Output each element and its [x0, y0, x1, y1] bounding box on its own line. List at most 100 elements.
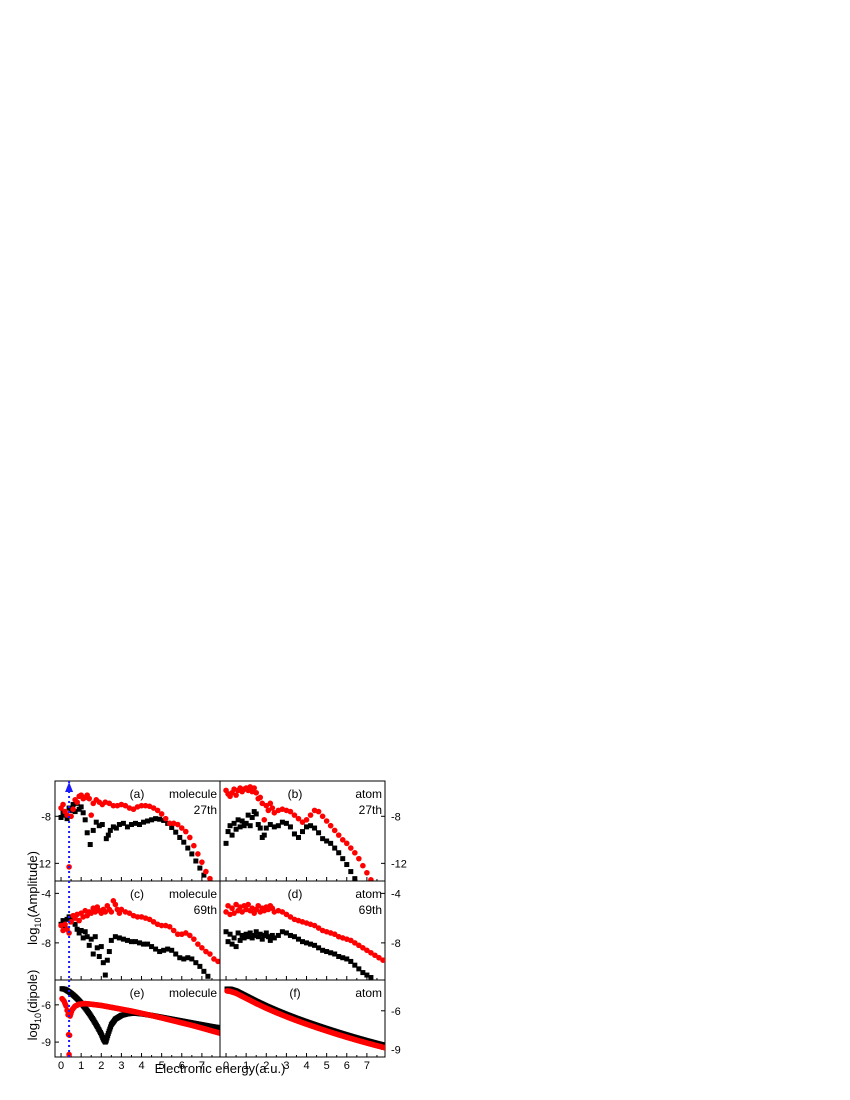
data-point — [315, 925, 322, 931]
panel-a: -8 -12 (a) molecule 27th — [35, 780, 221, 882]
panel-frame — [219, 979, 386, 1058]
data-point — [138, 802, 145, 809]
data-point — [177, 955, 183, 961]
panel-annotation: molecule — [169, 986, 217, 1000]
data-point — [174, 931, 181, 938]
x-tick-label: 6 — [344, 1060, 350, 1072]
data-point — [185, 955, 191, 961]
data-point — [157, 949, 163, 955]
data-point — [295, 936, 301, 942]
data-point — [178, 825, 185, 831]
data-point — [332, 951, 338, 957]
data-point — [251, 785, 258, 791]
series-black — [223, 929, 374, 980]
data-point — [116, 935, 122, 941]
panel-annotation: 69th — [194, 903, 217, 917]
data-point — [203, 948, 209, 955]
data-point — [275, 932, 281, 938]
data-point — [328, 950, 334, 956]
series-black — [58, 800, 207, 878]
data-point — [207, 951, 213, 957]
data-point — [201, 968, 207, 974]
y-tick-label: -12 — [391, 858, 407, 870]
data-point — [223, 909, 229, 915]
data-point — [279, 819, 285, 825]
x-tick-label: 2 — [263, 1060, 269, 1072]
data-point — [279, 929, 285, 935]
data-point — [324, 949, 330, 955]
panel-annotation: molecule — [169, 887, 217, 901]
series-red — [59, 995, 220, 1057]
x-tick-label: 3 — [283, 1060, 289, 1072]
data-point — [154, 807, 161, 814]
data-point — [70, 806, 76, 813]
data-point — [197, 865, 203, 871]
plot-area — [58, 898, 220, 979]
data-point — [189, 851, 195, 857]
data-point — [124, 824, 130, 830]
data-point — [68, 919, 74, 925]
data-point — [327, 822, 334, 829]
y-tick-label: -9 — [41, 1037, 51, 1049]
data-point — [336, 953, 342, 959]
data-point — [227, 931, 233, 937]
data-point — [247, 930, 253, 936]
data-point — [105, 832, 111, 838]
data-point — [255, 902, 262, 909]
data-point — [368, 975, 374, 980]
data-point — [336, 850, 342, 856]
data-point — [108, 909, 115, 915]
data-point — [128, 822, 134, 828]
data-point — [78, 804, 84, 810]
data-point — [316, 945, 322, 951]
y-axis-label-dipole: log10(dipole) — [25, 970, 43, 1041]
data-point — [173, 829, 179, 835]
data-point — [197, 963, 203, 969]
data-point — [62, 921, 68, 928]
panel-d: -4 -8 (d) atom 69th — [219, 880, 401, 981]
data-point — [308, 941, 314, 947]
data-point — [225, 939, 231, 945]
x-tick-label: 1 — [243, 1060, 249, 1072]
data-point — [118, 906, 125, 913]
data-point — [237, 937, 243, 943]
data-point — [316, 830, 322, 836]
data-point — [261, 832, 267, 838]
data-point — [225, 829, 231, 835]
data-point — [295, 834, 301, 840]
data-point — [320, 836, 326, 842]
series-black — [223, 809, 358, 881]
data-point — [149, 944, 155, 950]
data-point — [245, 812, 251, 818]
x-axis-label: Electronic energy(a.u.) — [155, 1061, 286, 1076]
data-point — [287, 824, 293, 830]
data-point — [271, 824, 277, 830]
data-point — [87, 842, 93, 848]
panel-label: (f) — [289, 986, 300, 1000]
data-point — [82, 817, 88, 823]
data-point — [165, 946, 171, 952]
data-point — [287, 914, 294, 920]
data-point — [275, 823, 281, 829]
data-point — [137, 822, 143, 828]
data-point — [193, 960, 199, 966]
y-tick-label: -4 — [41, 888, 51, 900]
series-red — [223, 901, 385, 963]
data-point — [84, 934, 90, 940]
data-point — [239, 818, 245, 824]
data-point — [187, 834, 193, 841]
data-point — [170, 927, 177, 934]
data-point — [82, 929, 88, 935]
x-tick-label: 7 — [199, 1060, 205, 1072]
data-point — [166, 923, 173, 930]
data-point — [233, 901, 239, 908]
data-point — [259, 936, 265, 942]
data-point — [70, 802, 76, 808]
data-point — [352, 940, 358, 946]
data-point — [141, 819, 147, 825]
panel-b: -8 -12 (b) atom 27th — [219, 780, 407, 882]
data-point — [203, 868, 209, 875]
data-point — [90, 827, 96, 833]
panel-label: (c) — [130, 887, 144, 901]
data-point — [182, 930, 189, 936]
